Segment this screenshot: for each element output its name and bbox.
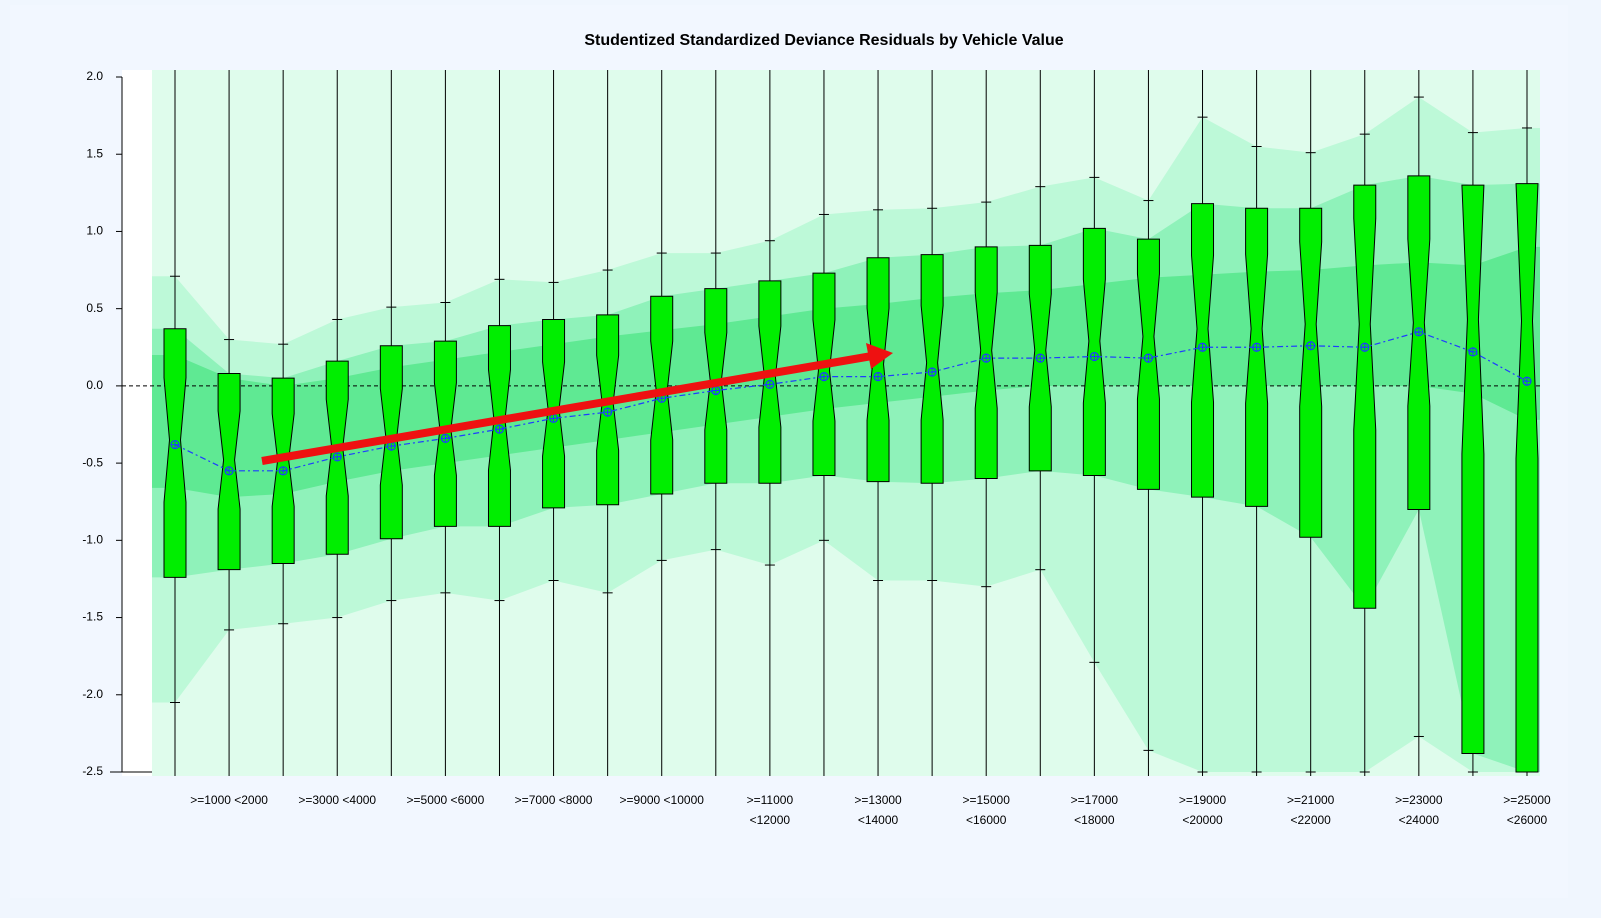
- notched-box: [974, 246, 998, 480]
- x-tick-label: >=17000 <18000: [1070, 793, 1119, 827]
- notched-box: [1082, 227, 1106, 476]
- notched-box: [1136, 238, 1160, 490]
- mean-cross: [333, 452, 342, 461]
- mean-marker: [927, 367, 937, 377]
- mean-line: [174, 331, 1528, 472]
- mean-marker: [224, 466, 234, 476]
- mean-marker: [603, 407, 613, 417]
- mean-marker: [548, 413, 559, 423]
- mean-cross: [1306, 341, 1315, 350]
- mean-cross: [1360, 343, 1369, 352]
- mean-cross: [1414, 327, 1423, 336]
- mean-cross: [279, 466, 288, 475]
- mean-cross: [819, 372, 828, 381]
- x-tick-label: >=15000 <16000: [962, 793, 1010, 827]
- mean-marker: [1035, 353, 1045, 363]
- x-tick-label: >=3000 <4000: [298, 793, 377, 807]
- mean-marker: [981, 353, 991, 363]
- y-tick-label: 2.0: [86, 69, 103, 83]
- mean-marker: [1143, 353, 1154, 363]
- mean-cross: [982, 354, 991, 363]
- x-tick-label: >=5000 <6000: [406, 793, 485, 807]
- y-tick-label: 1.5: [86, 146, 103, 160]
- mean-cross: [225, 466, 234, 475]
- x-tick-label: >=11000 <12000: [746, 793, 794, 827]
- mean-cross: [928, 367, 937, 376]
- mean-marker: [711, 385, 721, 396]
- mean-cross: [441, 434, 450, 443]
- mean-cross: [1144, 354, 1153, 363]
- mean-marker: [440, 433, 450, 443]
- mean-marker: [332, 452, 342, 462]
- mean-marker: [1414, 327, 1424, 337]
- plot-margin: [122, 70, 152, 776]
- mean-cross: [1036, 354, 1045, 363]
- mean-cross: [711, 386, 720, 395]
- trend-arrow: [261, 352, 873, 465]
- mean-cross: [1468, 347, 1477, 356]
- y-tick-label: -1.5: [82, 610, 103, 624]
- mean-marker: [1251, 342, 1262, 352]
- mean-marker: [1522, 376, 1532, 386]
- x-tick-label: >=9000 <10000: [619, 793, 704, 807]
- mean-cross: [171, 440, 179, 449]
- notched-box: [433, 340, 457, 527]
- y-tick-label: 0.0: [86, 378, 103, 392]
- x-tick-label: >=13000 <14000: [854, 793, 902, 827]
- mean-cross: [1523, 377, 1531, 386]
- mean-cross: [549, 414, 558, 423]
- axes: 2.0 1.5 1.0 0.5 0.0 -0.5 -1.0 -1.5 -2.0 -2.5: [82, 69, 152, 778]
- y-tick-label: -1.0: [82, 533, 103, 547]
- mean-cross: [765, 380, 774, 389]
- mean-marker: [873, 372, 883, 382]
- mean-cross: [874, 372, 883, 381]
- x-tick-label: >=23000 <24000: [1395, 793, 1443, 827]
- mean-cross: [1252, 343, 1261, 352]
- mean-marker: [278, 466, 288, 476]
- mean-marker: [819, 372, 829, 382]
- x-tick-label: >=1000 <2000: [190, 793, 268, 807]
- mean-marker: [1197, 342, 1208, 352]
- notched-box: [1407, 175, 1431, 510]
- mean-marker: [1468, 347, 1478, 357]
- mean-marker: [386, 441, 396, 451]
- notched-box: [163, 328, 187, 578]
- mean-marker: [765, 379, 775, 389]
- mean-marker: [1360, 342, 1370, 352]
- mean-marker: [1306, 341, 1316, 351]
- x-tick-label: >=25000 <26000: [1503, 793, 1551, 827]
- notched-box: [1515, 183, 1539, 773]
- mean-cross: [387, 442, 396, 451]
- mean-marker: [170, 439, 180, 450]
- y-tick-label: -2.5: [82, 764, 103, 778]
- mean-cross: [603, 408, 612, 417]
- mean-cross: [1198, 343, 1207, 352]
- notched-box: [1299, 207, 1323, 538]
- y-tick-label: -0.5: [82, 455, 103, 469]
- y-tick-label: -2.0: [82, 687, 103, 701]
- mean-cross: [1090, 352, 1099, 361]
- notched-box: [1245, 207, 1269, 507]
- arrow-head: [866, 343, 893, 369]
- notched-box: [1461, 184, 1485, 754]
- notched-box: [1353, 184, 1377, 609]
- annotation: [261, 343, 893, 465]
- mean-cross: [495, 425, 504, 434]
- x-tick-label: >=19000 <20000: [1178, 793, 1227, 827]
- x-tick-label: >=7000 <8000: [514, 793, 593, 807]
- chart-title: Studentized Standardized Deviance Residu…: [584, 32, 1063, 49]
- x-tick-label: >=21000 <22000: [1286, 793, 1335, 827]
- mean-marker: [1089, 351, 1099, 362]
- mean-marker: [494, 424, 505, 434]
- y-tick-label: 1.0: [86, 224, 103, 238]
- y-tick-label: 0.5: [86, 301, 103, 315]
- plot-area: [122, 70, 1540, 776]
